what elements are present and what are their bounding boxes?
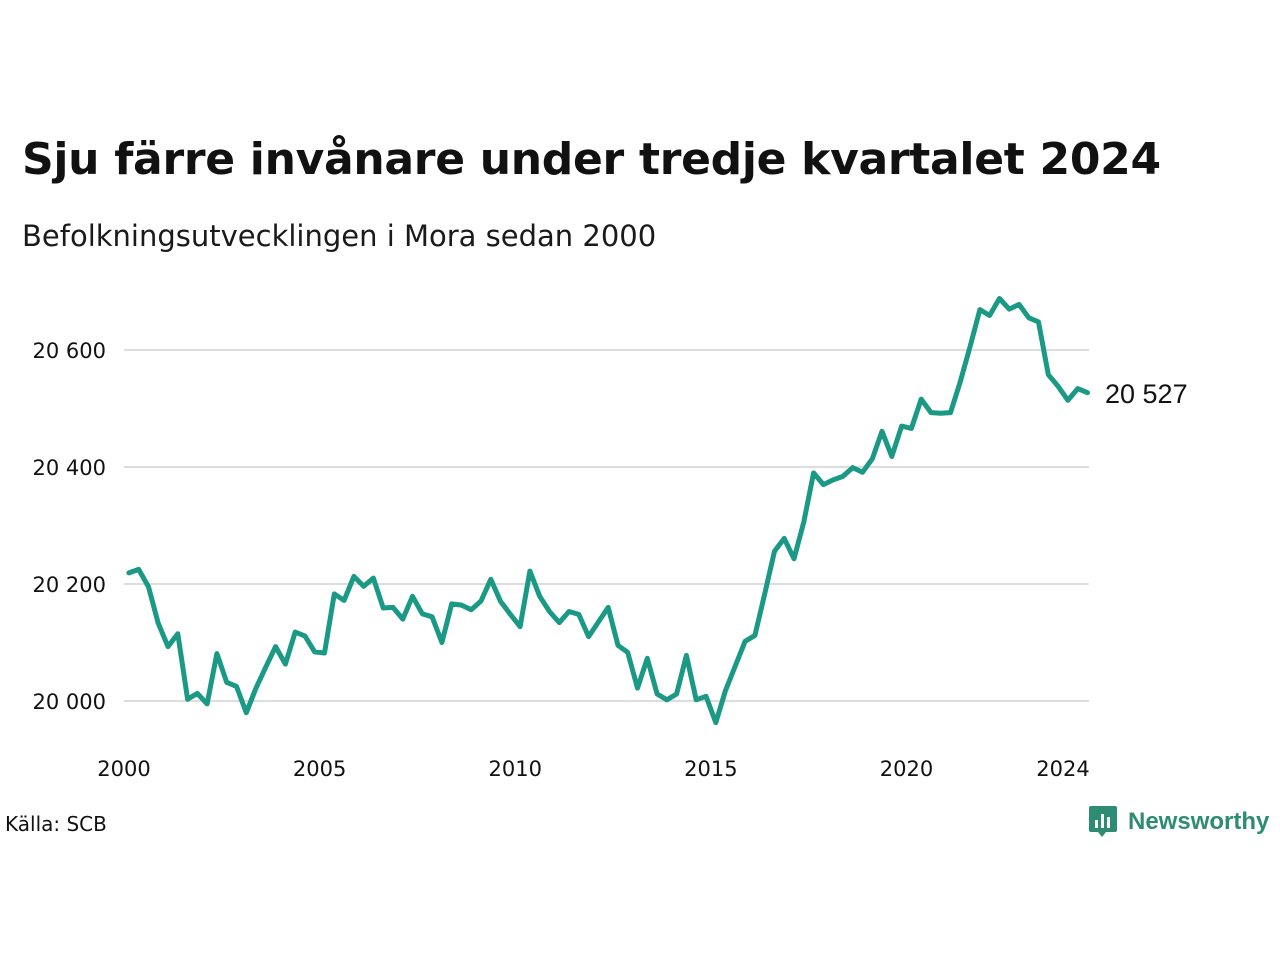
- x-tick-label: 2005: [293, 757, 346, 781]
- y-axis-tick-labels: 20 000 20 200 20 400 20 600: [33, 339, 106, 714]
- y-tick-label: 20 200: [33, 573, 106, 597]
- y-tick-label: 20 000: [33, 690, 106, 714]
- source-label: Källa: SCB: [5, 812, 107, 836]
- newsworthy-logo[interactable]: Newsworthy: [1088, 804, 1269, 840]
- x-tick-label: 2024: [1036, 757, 1089, 781]
- x-tick-label: 2020: [880, 757, 933, 781]
- x-tick-label: 2015: [684, 757, 737, 781]
- newsworthy-logo-icon: [1089, 806, 1117, 837]
- series-layer: [126, 296, 1090, 726]
- x-tick-label: 2000: [97, 757, 150, 781]
- last-value-label: 20 527: [1105, 379, 1188, 409]
- population-series-line: [126, 296, 1090, 726]
- gridlines: [124, 349, 1089, 702]
- chart-subtitle: Befolkningsutvecklingen i Mora sedan 200…: [22, 219, 657, 253]
- brand-name: Newsworthy: [1128, 808, 1270, 835]
- y-tick-label: 20 600: [33, 339, 106, 363]
- chart-title: Sju färre invånare under tredje kvartale…: [22, 134, 1161, 185]
- y-tick-label: 20 400: [33, 456, 106, 480]
- x-tick-label: 2010: [489, 757, 542, 781]
- x-axis-tick-labels: 2000 2005 2010 2015 2020 2024: [97, 757, 1089, 781]
